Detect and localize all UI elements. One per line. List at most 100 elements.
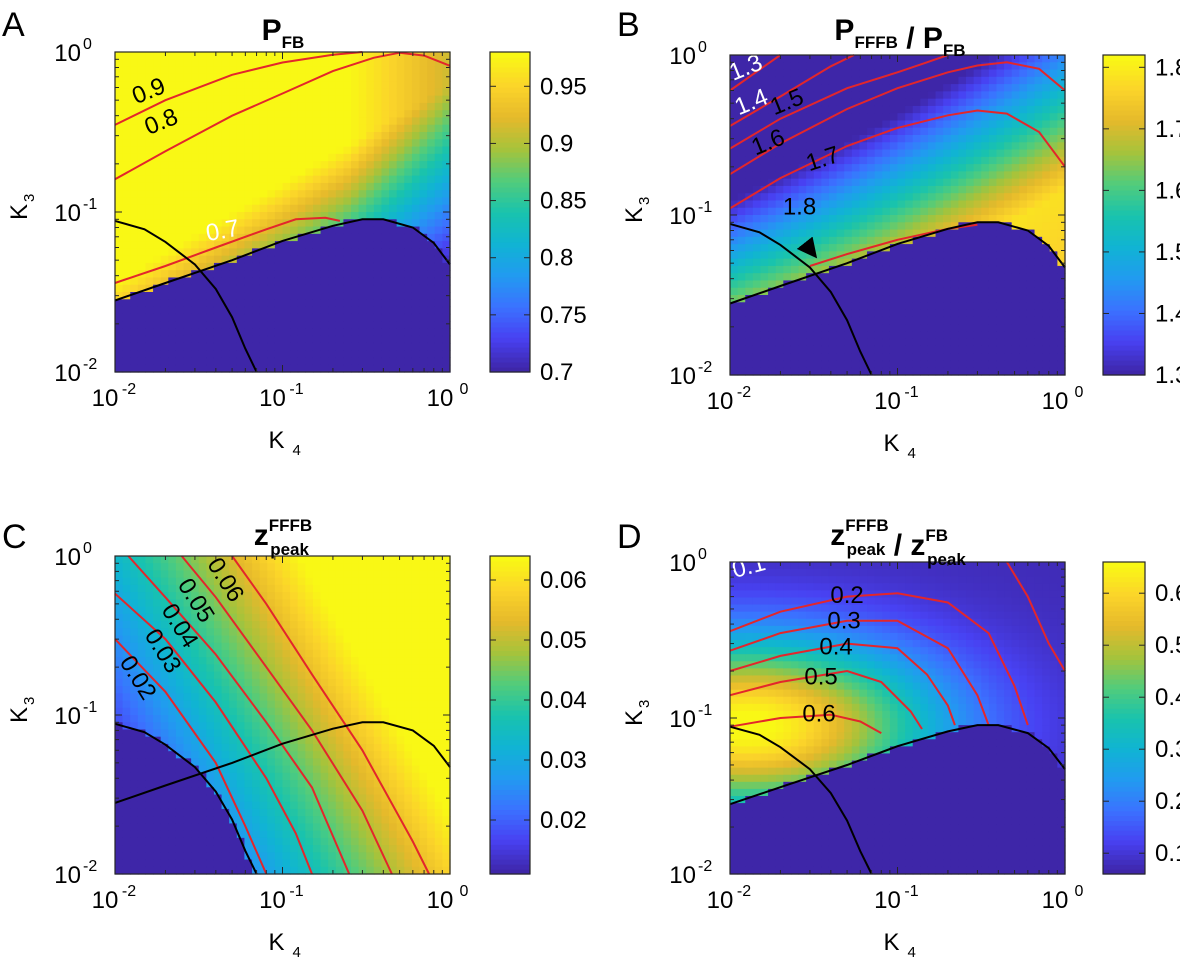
x-tick-label: 10 bbox=[707, 388, 734, 415]
panel-title: zFFFB peak / zFB peak bbox=[830, 516, 966, 569]
y-tick-label: 10 bbox=[669, 862, 696, 889]
y-tick-exponent: 0 bbox=[698, 39, 707, 56]
x-axis-label: K bbox=[268, 427, 284, 454]
x-tick-label: 10 bbox=[92, 385, 119, 412]
contour-line-0.4 bbox=[729, 642, 956, 726]
contour-label: 0.7 bbox=[204, 215, 242, 247]
panel-label: C bbox=[2, 518, 27, 556]
y-tick-label: 10 bbox=[54, 360, 81, 387]
x-tick-exponent: -1 bbox=[904, 384, 918, 401]
boundary-curve-2 bbox=[729, 222, 873, 376]
y-tick-exponent: -2 bbox=[83, 858, 97, 875]
colorbar: 0.02 0.03 0.04 0.05 0.06 bbox=[489, 555, 587, 875]
contour-line-0.04 bbox=[127, 555, 351, 875]
y-axis-label: K bbox=[6, 204, 33, 220]
boundary-curve-1 bbox=[729, 221, 1066, 305]
x-tick-exponent: 0 bbox=[460, 381, 469, 398]
contour-line-1.3 bbox=[729, 54, 781, 92]
heatmap bbox=[115, 556, 451, 875]
colorbar-tick-label: 1.5 bbox=[1155, 239, 1180, 266]
y-tick-exponent: -1 bbox=[83, 196, 97, 213]
y-axis-label: K bbox=[621, 710, 648, 726]
panel-d: 0.10.20.30.40.50.610 -2 10 -1 10 010 -210 -110 0… bbox=[617, 516, 1180, 961]
x-axis-label: K bbox=[883, 929, 899, 956]
contour-line-1.5 bbox=[729, 54, 949, 150]
contour-line-0.5 bbox=[729, 669, 923, 730]
contour-line-1.7 bbox=[729, 109, 1066, 210]
y-tick-label: 10 bbox=[669, 43, 696, 70]
colorbar-tick-label: 1.4 bbox=[1155, 300, 1180, 327]
contour-line-0.05 bbox=[180, 555, 393, 875]
colorbar-tick-label: 0.6 bbox=[1155, 580, 1180, 607]
contour-label: 1.8 bbox=[783, 194, 816, 221]
y-tick-exponent: 0 bbox=[698, 546, 707, 563]
y-tick-exponent: -2 bbox=[698, 858, 712, 875]
y-axis-label-sub: 3 bbox=[636, 700, 653, 708]
y-axis-label-sub: 3 bbox=[636, 197, 653, 205]
x-tick-exponent: -1 bbox=[904, 883, 918, 900]
y-tick-exponent: -1 bbox=[698, 702, 712, 719]
colorbar: 0.7 0.75 0.8 0.85 0.9 0.95 bbox=[489, 51, 587, 386]
x-axis-label-sub: 4 bbox=[908, 445, 916, 462]
colorbar-tick-label: 0.05 bbox=[540, 627, 587, 654]
boundary-curve-1 bbox=[114, 721, 451, 804]
x-tick-label: 10 bbox=[427, 887, 454, 914]
y-axis-label: K bbox=[621, 207, 648, 223]
x-tick-label: 10 bbox=[874, 388, 901, 415]
y-tick-exponent: -2 bbox=[83, 356, 97, 373]
colorbar-tick-label: 0.95 bbox=[540, 73, 587, 100]
panel-title: PFB bbox=[262, 14, 305, 52]
y-tick-label: 10 bbox=[54, 200, 81, 227]
x-tick-exponent: -1 bbox=[289, 883, 303, 900]
colorbar-tick-label: 1.8 bbox=[1155, 54, 1180, 81]
colorbar: 1.3 1.4 1.5 1.6 1.7 1.8 bbox=[1102, 54, 1180, 389]
boundary-curve-1 bbox=[114, 218, 451, 302]
heatmap bbox=[115, 52, 451, 373]
colorbar-tick-label: 1.7 bbox=[1155, 116, 1180, 143]
panel-label: B bbox=[617, 6, 640, 44]
colorbar-tick-label: 0.85 bbox=[540, 188, 587, 215]
colorbar-tick-label: 0.8 bbox=[540, 245, 573, 272]
panel-title: PFFFB / PFB bbox=[834, 14, 965, 60]
contour-line-0.2 bbox=[729, 592, 1029, 726]
boundary-curve-1 bbox=[729, 724, 1066, 806]
colorbar-tick-label: 0.2 bbox=[1155, 788, 1180, 815]
x-tick-exponent: -2 bbox=[122, 883, 136, 900]
x-axis-label-sub: 4 bbox=[293, 944, 301, 961]
x-axis-label-sub: 4 bbox=[293, 442, 301, 459]
panel-title: zFFFB peak bbox=[254, 516, 312, 559]
contour-line-0.06 bbox=[231, 555, 430, 875]
y-tick-exponent: -1 bbox=[698, 199, 712, 216]
y-tick-exponent: 0 bbox=[83, 36, 92, 53]
contour-line-0.3 bbox=[729, 619, 990, 726]
contour-line-0.8 bbox=[114, 51, 451, 181]
contour-label: 0.4 bbox=[819, 634, 852, 661]
colorbar: 0.1 0.2 0.3 0.4 0.5 0.6 bbox=[1102, 561, 1180, 875]
y-tick-exponent: -2 bbox=[698, 359, 712, 376]
boundary-curve-2 bbox=[114, 722, 258, 875]
y-axis-label: K bbox=[6, 707, 33, 723]
heatmap bbox=[730, 55, 1066, 376]
colorbar-tick-label: 0.4 bbox=[1155, 684, 1180, 711]
contour-line-1.6 bbox=[729, 61, 1066, 176]
panel-b: 1.31.41.51.6 1.71.810 -2 10 -1 10 010 -210 -110 0… bbox=[617, 6, 1180, 462]
y-tick-label: 10 bbox=[669, 706, 696, 733]
colorbar-tick-label: 0.06 bbox=[540, 567, 587, 594]
colorbar-tick-label: 0.3 bbox=[1155, 736, 1180, 763]
colorbar-tick-label: 1.6 bbox=[1155, 177, 1180, 204]
y-tick-exponent: 0 bbox=[83, 540, 92, 557]
y-tick-label: 10 bbox=[669, 363, 696, 390]
x-axis-label-sub: 4 bbox=[908, 944, 916, 961]
colorbar-tick-label: 0.75 bbox=[540, 302, 587, 329]
x-tick-label: 10 bbox=[92, 887, 119, 914]
x-tick-label: 10 bbox=[874, 887, 901, 914]
boundary-curve-2 bbox=[114, 219, 258, 373]
x-tick-exponent: -2 bbox=[737, 384, 751, 401]
x-tick-exponent: 0 bbox=[460, 883, 469, 900]
y-tick-label: 10 bbox=[669, 550, 696, 577]
colorbar-tick-label: 0.03 bbox=[540, 747, 587, 774]
x-tick-label: 10 bbox=[707, 887, 734, 914]
